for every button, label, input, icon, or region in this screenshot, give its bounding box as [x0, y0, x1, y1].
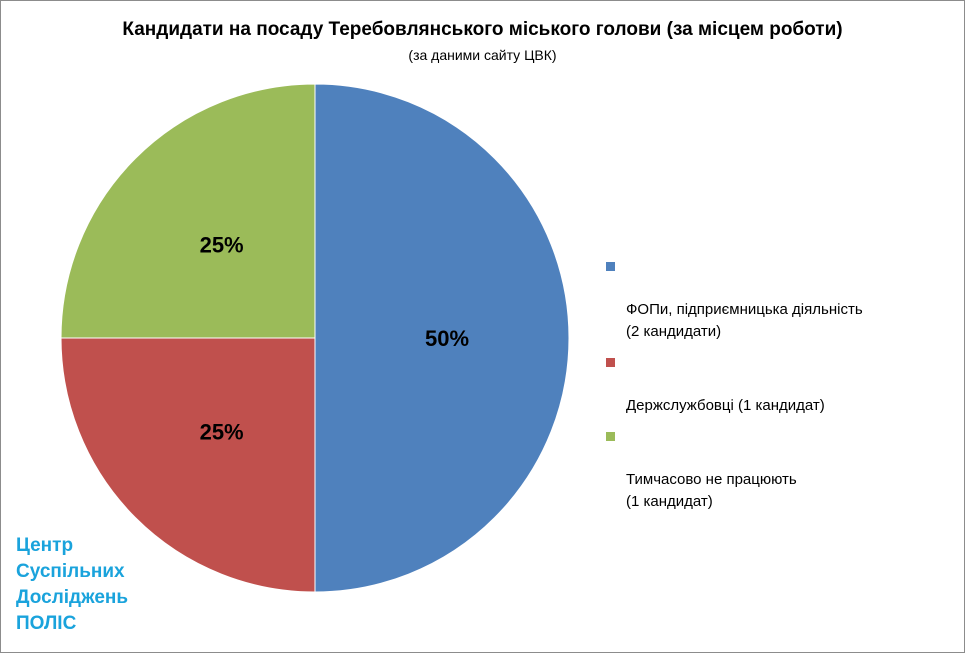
watermark-line: Досліджень: [16, 587, 129, 608]
legend-label-entrepreneurs: ФОПи, підприємницька діяльність (2 канди…: [626, 301, 863, 340]
legend-item-entrepreneurs: ФОПи, підприємницька діяльність (2 канди…: [606, 255, 926, 343]
watermark-line: Центр: [16, 535, 74, 556]
data-label-civil-servants: 25%: [200, 419, 244, 444]
watermark-line: Суспільних: [16, 561, 125, 582]
pie-slice-entrepreneurs: [314, 83, 570, 593]
data-label-entrepreneurs: 50%: [425, 326, 469, 351]
watermark-line: ПОЛІС: [16, 613, 77, 634]
legend-item-civil-servants: Держслужбовці (1 кандидат): [606, 351, 926, 417]
chart-subtitle: (за даними сайту ЦВК): [408, 47, 557, 63]
legend-item-unemployed: Тимчасово не працюють (1 кандидат): [606, 425, 926, 513]
legend-key-civil-servants: [606, 358, 615, 367]
data-label-unemployed: 25%: [200, 233, 244, 258]
chart-legend: ФОПи, підприємницька діяльність (2 канди…: [606, 255, 926, 513]
legend-key-unemployed: [606, 432, 615, 441]
legend-key-entrepreneurs: [606, 262, 615, 271]
pie-slice-civil-servants: [60, 337, 316, 593]
legend-label-civil-servants: Держслужбовці (1 кандидат): [626, 397, 825, 414]
watermark-logo-text: Центр Суспільних Досліджень ПОЛІС: [16, 533, 128, 637]
legend-label-unemployed: Тимчасово не працюють (1 кандидат): [626, 471, 797, 510]
pie-slice-unemployed: [60, 83, 316, 339]
chart-title: Кандидати на посаду Теребовлянського міс…: [122, 19, 843, 40]
